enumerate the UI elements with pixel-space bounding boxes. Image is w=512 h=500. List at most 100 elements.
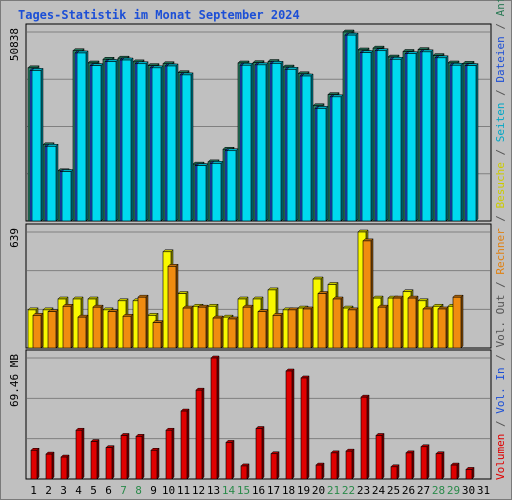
bar-seiten-day-13-side <box>220 160 224 222</box>
bar-seiten-day-6-side <box>115 58 119 222</box>
bar-volumen-day-22 <box>345 450 353 480</box>
bar-seiten-day-12 <box>196 165 207 222</box>
day-label-30: 30 <box>462 484 475 497</box>
bar-rechner-day-7-side <box>130 313 134 349</box>
legend-item: / <box>494 414 507 434</box>
bar-rechner-day-9 <box>152 322 162 349</box>
bar-volumen-day-28 <box>435 453 443 480</box>
bar-seiten-day-21 <box>331 96 342 222</box>
day-label-31: 31 <box>477 484 490 497</box>
bar-rechner-day-8-side <box>145 294 149 349</box>
bar-volumen-day-4 <box>75 429 83 480</box>
legend-item: Seiten <box>494 102 507 142</box>
bar-volumen-day-13 <box>210 357 218 480</box>
legend-item: / <box>494 16 507 36</box>
bar-volumen-day-6-side <box>111 445 115 480</box>
bar-rechner-day-10 <box>167 266 177 349</box>
bar-rechner-day-14-top <box>227 316 239 320</box>
bar-anfragen-day-11-top <box>177 70 190 73</box>
bar-rechner-day-16 <box>257 311 267 349</box>
bar-rechner-day-11 <box>182 307 192 349</box>
bar-volumen-day-6 <box>105 447 113 480</box>
bar-seiten-day-3-side <box>70 168 74 222</box>
bar-seiten-day-3 <box>61 171 72 222</box>
day-label-25: 25 <box>387 484 400 497</box>
day-label-3: 3 <box>60 484 67 497</box>
bar-volumen-day-14 <box>225 442 233 480</box>
bar-seiten-day-7-side <box>130 57 134 222</box>
day-label-27: 27 <box>417 484 430 497</box>
bar-volumen-day-12-side <box>201 387 205 480</box>
ymax-label-top: 50838 <box>8 28 21 61</box>
day-label-16: 16 <box>252 484 265 497</box>
bar-rechner-day-19 <box>302 308 312 349</box>
legend-item: Vol. Out <box>494 295 507 348</box>
bar-seiten-day-5-side <box>100 62 104 222</box>
bar-seiten-day-9-top <box>151 65 164 69</box>
bar-rechner-day-14 <box>227 318 237 349</box>
bar-rechner-day-4-side <box>85 314 89 349</box>
bar-seiten-day-22 <box>346 34 357 222</box>
bar-rechner-day-15 <box>242 306 252 349</box>
bar-seiten-day-5 <box>91 65 102 222</box>
bar-seiten-day-18 <box>286 69 297 222</box>
bar-volumen-day-8 <box>135 436 143 480</box>
bar-seiten-day-7 <box>121 59 132 222</box>
bar-seiten-day-13 <box>211 163 222 222</box>
bar-volumen-day-24 <box>375 435 383 480</box>
day-label-14: 14 <box>222 484 236 497</box>
bar-rechner-day-12-side <box>205 304 209 349</box>
bar-volumen-day-11-side <box>186 408 190 480</box>
bar-rechner-day-17 <box>272 315 282 349</box>
bar-seiten-day-8 <box>136 63 147 222</box>
bar-seiten-day-8-side <box>145 61 149 222</box>
day-label-1: 1 <box>30 484 37 497</box>
day-label-23: 23 <box>357 484 370 497</box>
bar-seiten-day-27 <box>421 51 432 222</box>
bar-rechner-day-1-top <box>32 313 44 316</box>
chart-title: Tages-Statistik im Monat September 2024 <box>18 8 300 22</box>
bar-seiten-day-10 <box>166 65 177 222</box>
bar-volumen-day-14-side <box>231 439 235 480</box>
bar-rechner-day-25 <box>392 297 402 349</box>
bar-rechner-day-28 <box>437 308 447 349</box>
bar-volumen-day-3 <box>60 456 68 480</box>
bar-seiten-day-2 <box>46 145 57 222</box>
day-label-6: 6 <box>105 484 112 497</box>
day-label-2: 2 <box>45 484 52 497</box>
day-label-12: 12 <box>192 484 205 497</box>
bar-seiten-day-21-top <box>331 94 344 98</box>
bar-anfragen-day-18-top <box>282 64 295 68</box>
bar-seiten-day-1 <box>31 70 42 222</box>
bar-seiten-day-25 <box>391 58 402 222</box>
legend-item: Volumen <box>494 434 507 480</box>
day-label-13: 13 <box>207 484 220 497</box>
bar-rechner-day-6-side <box>115 309 119 349</box>
bar-volumen-day-11 <box>180 410 188 480</box>
bar-volumen-day-23 <box>360 396 368 480</box>
bar-seiten-day-9 <box>151 67 162 222</box>
bar-seiten-day-15-side <box>250 62 254 222</box>
bar-volumen-day-9-side <box>156 447 160 480</box>
day-label-29: 29 <box>447 484 460 497</box>
bar-seiten-day-16 <box>256 64 267 222</box>
bar-volumen-day-12 <box>195 389 203 480</box>
bar-rechner-day-13 <box>212 317 222 349</box>
bar-seiten-day-23 <box>361 52 372 222</box>
bar-volumen-day-13-side <box>216 355 220 480</box>
legend-item: Anfragen <box>494 0 507 16</box>
bar-rechner-day-29 <box>452 296 462 349</box>
bar-rechner-day-27 <box>422 308 432 349</box>
bar-rechner-day-23 <box>362 240 372 349</box>
bar-volumen-day-8-side <box>141 433 145 480</box>
bar-volumen-day-9 <box>150 449 158 480</box>
bar-seiten-day-24 <box>376 50 387 222</box>
bar-volumen-day-15-side <box>246 463 250 480</box>
bar-volumen-day-7-side <box>126 432 130 480</box>
bar-rechner-day-26 <box>407 297 417 349</box>
bar-seiten-day-19 <box>301 75 312 222</box>
bar-rechner-day-15-side <box>250 304 254 349</box>
bar-besuche-day-23-top <box>357 229 369 233</box>
bar-volumen-day-3-side <box>66 454 70 480</box>
day-label-15: 15 <box>237 484 250 497</box>
